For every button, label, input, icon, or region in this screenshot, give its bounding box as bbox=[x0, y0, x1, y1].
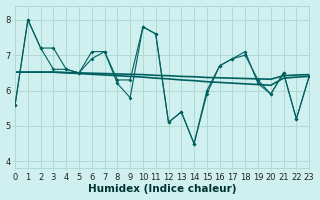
X-axis label: Humidex (Indice chaleur): Humidex (Indice chaleur) bbox=[88, 184, 236, 194]
